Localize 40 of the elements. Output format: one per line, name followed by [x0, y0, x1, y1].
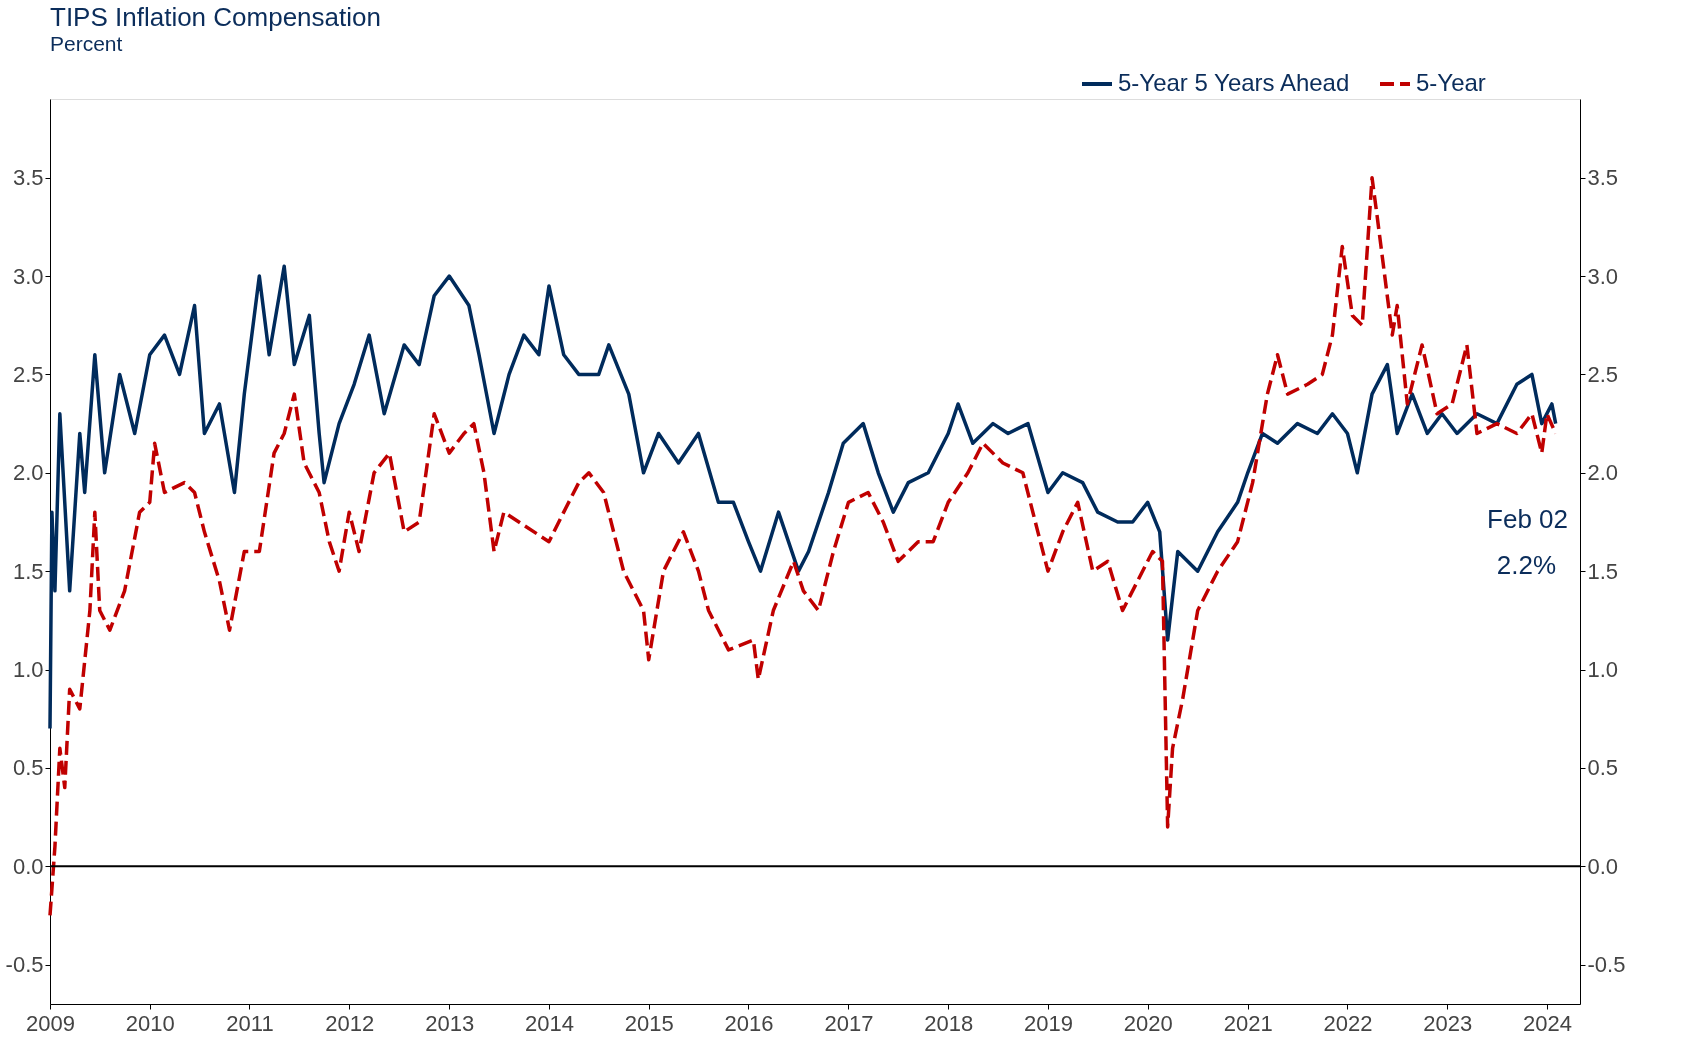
y2-tick-label: 0.5	[1587, 755, 1619, 781]
x-tick-label: 2021	[1223, 1010, 1273, 1036]
y-tick-label: -0.5	[5, 952, 44, 978]
x-tick-label: 2023	[1423, 1010, 1473, 1036]
y2-tick-label: 1.5	[1587, 558, 1619, 584]
x-tick-label: 2015	[624, 1010, 674, 1036]
x-tick-label: 2013	[425, 1010, 475, 1036]
y2-tick-label: 3.0	[1587, 263, 1619, 289]
x-tick-label: 2022	[1323, 1010, 1373, 1036]
x-tick-label: 2014	[525, 1010, 574, 1036]
y2-tick-label: 1.0	[1587, 657, 1619, 683]
x-tick-label: 2020	[1123, 1010, 1173, 1036]
legend-label: 5-Year 5 Years Ahead	[1118, 69, 1350, 96]
y2-tick-label: 0.0	[1587, 853, 1619, 879]
x-tick-label: 2009	[26, 1010, 75, 1036]
x-tick-label: 2011	[226, 1010, 274, 1036]
x-tick-label: 2010	[125, 1010, 175, 1036]
y-tick-label: 0.5	[12, 755, 44, 781]
annotation: 2.2%	[1496, 549, 1556, 580]
y-tick-label: 2.0	[12, 460, 44, 486]
y2-tick-label: -0.5	[1587, 952, 1626, 978]
y-tick-label: 1.5	[12, 558, 44, 584]
annotation: Feb 02	[1487, 503, 1568, 534]
x-tick-label: 2012	[325, 1010, 375, 1036]
y2-tick-label: 2.0	[1587, 460, 1619, 486]
x-tick-label: 2017	[824, 1010, 874, 1036]
y-tick-label: 2.5	[12, 361, 44, 387]
y2-tick-label: 3.5	[1587, 165, 1619, 191]
x-tick-label: 2018	[924, 1010, 974, 1036]
x-tick-label: 2016	[724, 1010, 774, 1036]
x-tick-label: 2019	[1023, 1010, 1073, 1036]
y2-tick-label: 2.5	[1587, 361, 1619, 387]
legend-label: 5-Year	[1416, 69, 1486, 96]
y-tick-label: 1.0	[12, 657, 44, 683]
chart-title: TIPS Inflation Compensation	[50, 2, 381, 32]
x-tick-label: 2024	[1522, 1010, 1572, 1036]
y-tick-label: 0.0	[12, 853, 44, 879]
y-tick-label: 3.5	[12, 165, 44, 191]
chart-subtitle: Percent	[50, 32, 123, 55]
y-tick-label: 3.0	[12, 263, 44, 289]
